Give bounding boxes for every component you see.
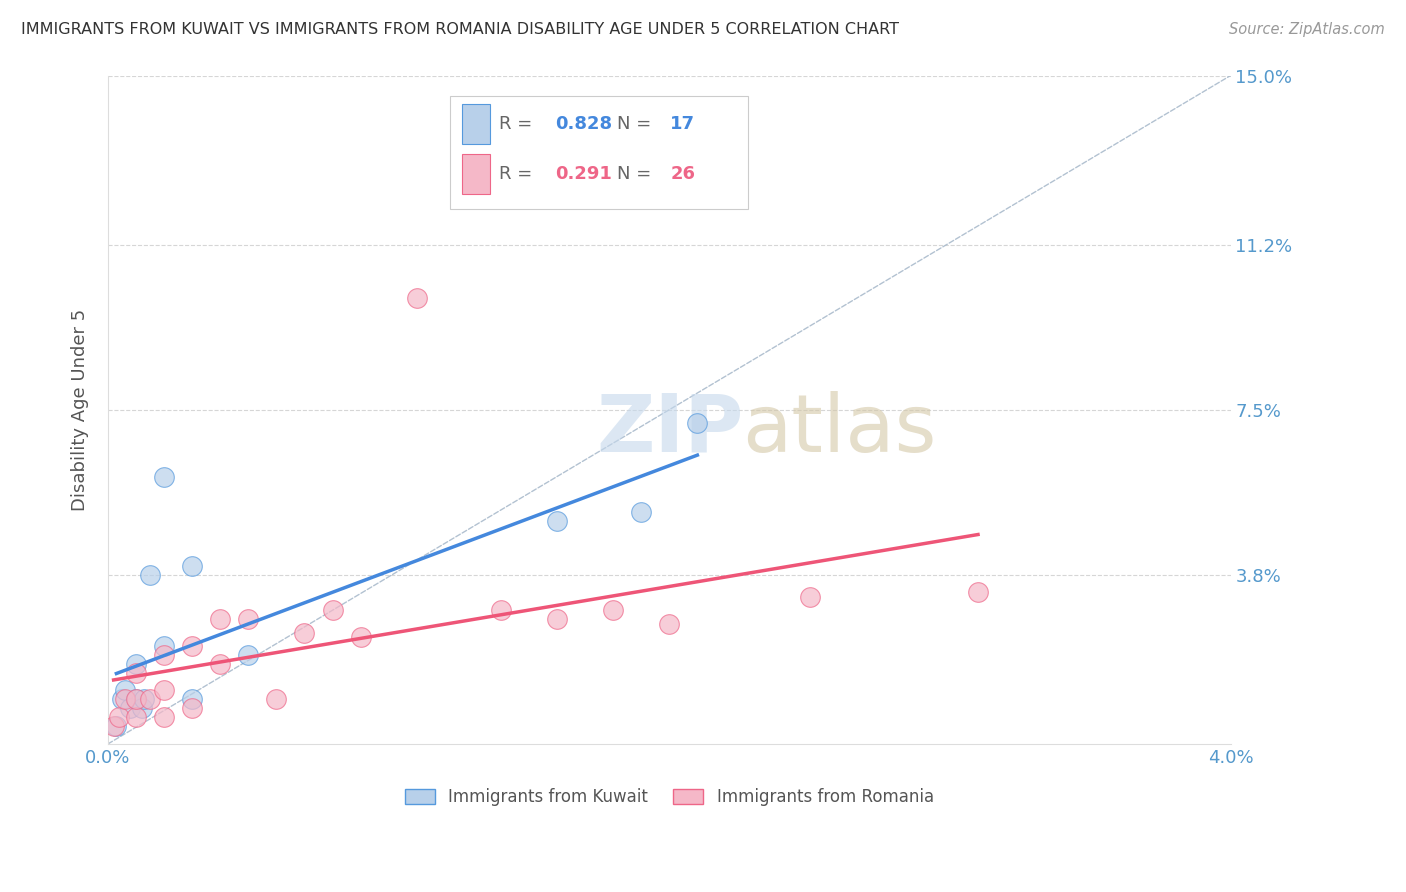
Point [103, 719, 125, 733]
Text: R =: R = [499, 115, 537, 133]
Point [153, 648, 176, 662]
Point [139, 692, 162, 706]
Point [153, 639, 176, 653]
Point [546, 612, 568, 626]
Text: 17: 17 [671, 115, 696, 133]
Point [658, 616, 681, 631]
Point [266, 692, 288, 706]
Legend: Immigrants from Kuwait, Immigrants from Romania: Immigrants from Kuwait, Immigrants from … [398, 781, 941, 813]
Point [114, 683, 136, 698]
FancyBboxPatch shape [461, 103, 489, 144]
Point [209, 657, 232, 671]
Text: R =: R = [499, 165, 537, 184]
Text: 26: 26 [671, 165, 696, 184]
Point [349, 630, 371, 644]
Point [686, 416, 709, 430]
Point [181, 692, 204, 706]
Point [181, 639, 204, 653]
Point [153, 683, 176, 698]
Point [114, 692, 136, 706]
Point [153, 710, 176, 724]
Point [321, 603, 343, 617]
Text: atlas: atlas [742, 391, 936, 469]
Point [294, 625, 316, 640]
Point [630, 505, 652, 519]
Point [405, 291, 427, 305]
Point [125, 710, 148, 724]
Y-axis label: Disability Age Under 5: Disability Age Under 5 [72, 309, 89, 511]
Point [111, 692, 134, 706]
Point [108, 710, 131, 724]
Point [546, 514, 568, 528]
Point [125, 692, 148, 706]
FancyBboxPatch shape [461, 154, 489, 194]
Point [238, 612, 260, 626]
Text: 0.291: 0.291 [555, 165, 612, 184]
Text: ZIP: ZIP [596, 391, 744, 469]
Point [602, 603, 624, 617]
Point [125, 657, 148, 671]
Point [125, 692, 148, 706]
Point [799, 590, 821, 604]
Text: N =: N = [616, 115, 657, 133]
Point [181, 701, 204, 715]
Point [209, 612, 232, 626]
Text: 0.828: 0.828 [555, 115, 612, 133]
Text: N =: N = [616, 165, 657, 184]
Point [134, 692, 156, 706]
Point [125, 665, 148, 680]
FancyBboxPatch shape [450, 95, 748, 210]
Point [238, 648, 260, 662]
Point [105, 719, 128, 733]
Point [131, 701, 153, 715]
Point [489, 603, 512, 617]
Text: IMMIGRANTS FROM KUWAIT VS IMMIGRANTS FROM ROMANIA DISABILITY AGE UNDER 5 CORRELA: IMMIGRANTS FROM KUWAIT VS IMMIGRANTS FRO… [21, 22, 898, 37]
Point [153, 469, 176, 483]
Point [967, 585, 990, 599]
Point [120, 701, 142, 715]
Point [139, 567, 162, 582]
Point [181, 558, 204, 573]
Text: Source: ZipAtlas.com: Source: ZipAtlas.com [1229, 22, 1385, 37]
